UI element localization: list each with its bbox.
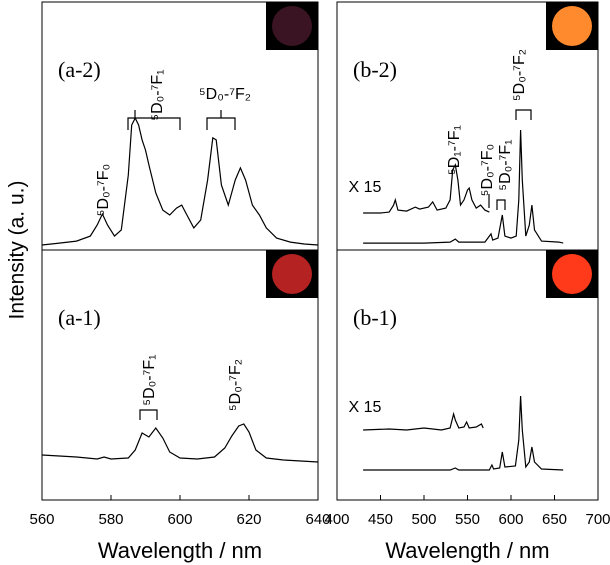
x-tick-label: 600: [498, 511, 523, 528]
bracket: [139, 409, 158, 420]
peak-annotation: ⁵D₀-⁷F₀: [479, 144, 496, 196]
x-tick-label: 400: [324, 511, 349, 528]
inset-sample: [272, 254, 312, 294]
x-axis-label: Wavelength / nm: [98, 538, 262, 563]
x-tick-label: 580: [98, 511, 123, 528]
peak-annotation: X 15: [349, 179, 382, 196]
panel-label: (b-1): [353, 305, 397, 330]
x-axis-label: Wavelength / nm: [385, 538, 549, 563]
x-tick-label: 620: [236, 511, 261, 528]
peak-annotation: ⁵D₀-⁷F₂: [511, 49, 528, 101]
spectrum-line: [363, 395, 564, 471]
inset-sample: [552, 6, 592, 46]
spectrum-line: [41, 423, 319, 463]
panel-label: (a-1): [58, 305, 101, 330]
bracket: [515, 109, 532, 120]
bracket: [206, 110, 236, 130]
x-tick-label: 500: [411, 511, 436, 528]
spectrum-line: [363, 411, 484, 431]
peak-annotation: X 15: [349, 399, 382, 416]
x-tick-label: 700: [585, 511, 610, 528]
panel-label: (b-2): [353, 57, 397, 82]
x-tick-label: 560: [29, 511, 54, 528]
spectrum-line: [41, 116, 319, 246]
peak-annotation: ⁵D₀-⁷F₂: [199, 86, 251, 103]
spectrum-line: [363, 129, 564, 244]
x-tick-label: 640: [305, 511, 330, 528]
peak-annotation: ⁵D₀-⁷F₁: [141, 354, 158, 405]
bracket: [127, 110, 181, 130]
peak-annotation: ⁵D₀-⁷F₁: [149, 69, 166, 120]
peak-annotation: ⁵D₀-⁷F₀: [95, 164, 112, 216]
inset-sample: [272, 6, 312, 46]
x-tick-label: 650: [542, 511, 567, 528]
x-tick-label: 600: [167, 511, 192, 528]
y-axis-label: Intensity (a. u.): [6, 181, 29, 320]
peak-annotation: ⁵D₁-⁷F₁: [446, 125, 463, 175]
bracket: [496, 199, 506, 210]
inset-sample: [552, 254, 592, 294]
peak-annotation: ⁵D₀-⁷F₁: [497, 139, 514, 190]
x-tick-label: 450: [368, 511, 393, 528]
spectrum-line: [363, 163, 490, 214]
x-tick-label: 550: [455, 511, 480, 528]
panel-label: (a-2): [58, 57, 101, 82]
peak-annotation: ⁵D₀-⁷F₂: [227, 359, 244, 411]
